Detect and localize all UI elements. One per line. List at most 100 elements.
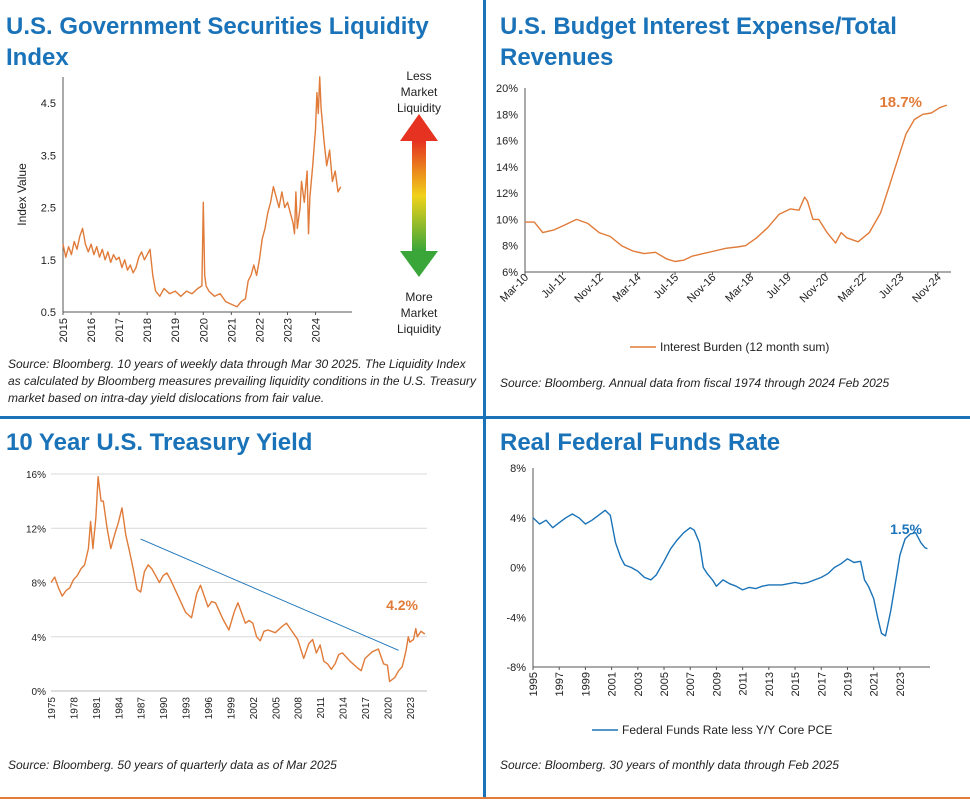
x-tick-label: 2019 — [170, 318, 182, 342]
y-tick-label: 2.5 — [41, 203, 56, 215]
interest-expense-chart: 6%8%10%12%14%16%18%20%Mar-10 Jul-11 Nov-12… — [496, 83, 951, 354]
x-tick-label: 2015 — [58, 318, 70, 342]
y-axis-label: Index Value — [15, 163, 29, 226]
x-tick-label: Jul-11 — [539, 272, 568, 301]
x-tick-label: 2024 — [311, 318, 323, 342]
y-tick-label: 12% — [26, 524, 46, 535]
chart-title: U.S. Government Securities Liquidity Ind… — [6, 13, 429, 71]
bottom-rule — [0, 797, 970, 799]
treasury-yield-chart: 0% 4% 8% 12% 16% 1975 1978 1981 1984 1987 1990 1993… — [26, 470, 427, 720]
end-value-annotation: 1.5% — [890, 521, 922, 537]
y-tick-label: 8% — [32, 579, 47, 590]
real-fed-funds-chart: -8% -4% 0% 4% 8% 1995 1997 1999 2001 2003 2005 2007… — [506, 463, 930, 737]
y-tick-label: 16% — [496, 136, 518, 148]
indicator-label-line: More — [405, 290, 433, 304]
chart-source-note: Source: Bloomberg. 50 years of quarterly… — [8, 758, 337, 772]
x-tick-label: Nov-24 — [910, 272, 944, 306]
x-tick-label: 2014 — [339, 697, 350, 720]
x-tick-label: Nov-20 — [798, 272, 832, 306]
y-tick-label: 3.5 — [41, 150, 56, 162]
liquidity-index-panel: U.S. Government Securities Liquidity Ind… — [0, 0, 483, 416]
chart-title: U.S. Budget Interest Expense/Total Reven… — [500, 13, 897, 71]
x-tick-label: 1990 — [159, 697, 170, 720]
x-tick-label: 1981 — [92, 697, 103, 720]
y-tick-label: 0.5 — [41, 307, 56, 319]
x-tick-label: 2017 — [816, 672, 828, 696]
y-tick-label: 0% — [510, 563, 526, 575]
x-tick-label: Jul-23 — [877, 272, 907, 302]
x-tick-label: Nov-12 — [572, 272, 606, 306]
vertical-divider — [483, 0, 486, 797]
x-tick-label: 2023 — [282, 318, 294, 342]
x-tick-label: 1997 — [554, 672, 566, 696]
end-value-annotation: 18.7% — [879, 94, 922, 111]
data-series-line — [62, 76, 342, 308]
legend-label: Interest Burden (12 month sum) — [660, 340, 829, 354]
x-tick-label: 2020 — [198, 318, 210, 342]
x-tick-label: 1984 — [114, 697, 125, 720]
x-tick-label: 2002 — [249, 697, 260, 720]
data-series-line — [50, 476, 426, 683]
x-tick-label: 2023 — [895, 672, 907, 696]
x-tick-label: 2013 — [764, 672, 776, 696]
x-tick-label: 2022 — [254, 318, 266, 342]
horizontal-divider — [0, 416, 970, 419]
x-tick-label: 1995 — [528, 672, 540, 696]
x-tick-label: Mar-22 — [836, 272, 869, 305]
y-tick-label: 0% — [32, 687, 47, 698]
trend-line — [140, 538, 399, 651]
x-tick-label: 2001 — [607, 672, 619, 696]
data-series-line — [525, 104, 948, 263]
x-tick-label: 2016 — [86, 318, 98, 342]
end-value-annotation: 4.2% — [386, 597, 418, 613]
x-tick-label: 2009 — [711, 672, 723, 696]
x-tick-label: 1993 — [182, 697, 193, 720]
y-tick-label: 4.5 — [41, 98, 56, 110]
x-tick-label: 2011 — [316, 697, 327, 719]
y-tick-label: 4% — [510, 513, 526, 525]
x-tick-label: 2020 — [383, 697, 394, 720]
x-tick-label: 1987 — [137, 697, 148, 720]
data-series-line — [532, 509, 928, 637]
chart-title: 10 Year U.S. Treasury Yield — [6, 429, 313, 456]
x-tick-label: 1999 — [580, 672, 592, 696]
x-tick-label: Mar-18 — [723, 272, 756, 305]
liquidity-indicator-arrow — [400, 114, 438, 277]
y-tick-label: 18% — [496, 109, 518, 121]
indicator-label-line: Liquidity — [397, 322, 441, 336]
x-tick-label: Mar-14 — [611, 272, 644, 305]
x-tick-label: 2008 — [294, 697, 305, 720]
y-tick-label: 10% — [496, 214, 518, 226]
indicator-label-line: Market — [401, 85, 438, 99]
x-tick-label: 2017 — [114, 318, 126, 342]
more-market-liquidity-label: More Market Liquidity — [397, 290, 441, 336]
x-tick-label: 2007 — [685, 672, 697, 696]
indicator-label-line: Liquidity — [397, 101, 441, 115]
x-tick-label: 1999 — [226, 697, 237, 720]
y-tick-label: 1.5 — [41, 255, 56, 267]
x-tick-label: 2003 — [633, 672, 645, 696]
x-tick-label: 2005 — [271, 697, 282, 720]
y-tick-label: 16% — [26, 470, 46, 481]
chart-source-note: Source: Bloomberg. 30 years of monthly d… — [500, 758, 839, 772]
x-tick-label: 2019 — [842, 672, 854, 696]
y-tick-label: 20% — [496, 83, 518, 95]
y-tick-label: 12% — [496, 188, 518, 200]
legend-label: Federal Funds Rate less Y/Y Core PCE — [622, 723, 832, 737]
y-tick-label: 4% — [32, 633, 47, 644]
chart-source-note: Source: Bloomberg. 10 years of weekly da… — [8, 357, 477, 405]
x-tick-label: 1996 — [204, 697, 215, 720]
x-tick-label: 2023 — [406, 697, 417, 720]
x-tick-label: Nov-16 — [685, 272, 719, 306]
x-tick-label: 2021 — [226, 318, 238, 342]
y-tick-label: -8% — [506, 662, 526, 674]
x-tick-label: 2015 — [790, 672, 802, 696]
indicator-label-line: Less — [406, 69, 431, 83]
x-tick-label: 2018 — [142, 318, 154, 342]
less-market-liquidity-label: Less Market Liquidity — [397, 69, 441, 115]
chart-source-note: Source: Bloomberg. Annual data from fisc… — [500, 376, 890, 390]
y-tick-label: 8% — [510, 463, 526, 475]
real-fed-funds-panel: Real Federal Funds Rate -8% -4% 0% 4% 8% 1995… — [486, 419, 970, 796]
x-tick-label: Jul-19 — [764, 272, 794, 302]
y-tick-label: 8% — [502, 241, 518, 253]
